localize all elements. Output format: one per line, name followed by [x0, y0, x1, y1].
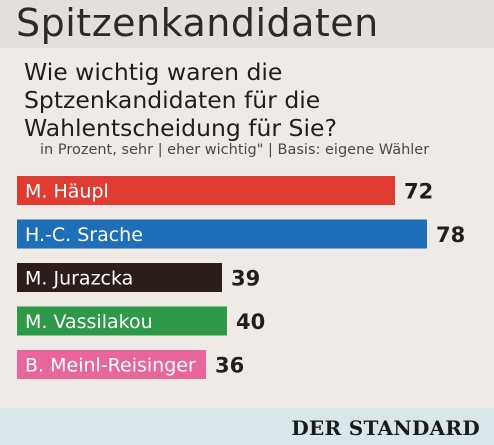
chart-note: in Prozent, sehr | eher wichtig" | Basis…: [40, 142, 430, 158]
bar-value-3: 40: [236, 310, 265, 334]
bar-4: [17, 350, 206, 379]
footer-band: [0, 408, 494, 445]
chart-title: Spitzenkandidaten: [16, 1, 379, 45]
bar-0: [17, 176, 395, 205]
header-band: [0, 0, 494, 48]
bar-value-2: 39: [231, 267, 260, 291]
bar-label-0: M. Häupl: [25, 181, 109, 203]
publisher-logo: DER STANDARD: [291, 416, 480, 440]
bar-value-4: 36: [215, 354, 244, 378]
bar-3: [17, 306, 227, 336]
bar-chart: M. Häupl 72 H.-C. Srache 78 M. Jurazcka 39 M. …: [17, 176, 465, 379]
bar-label-3: M. Vassilakou: [25, 311, 153, 333]
chart-subtitle: Wie wichtig waren die Sptzenkandidaten f…: [24, 58, 337, 142]
bar-label-4: B. Meinl-Reisinger: [25, 355, 196, 377]
bar-2: [17, 263, 222, 292]
bar-value-0: 72: [404, 180, 433, 204]
bar-label-1: H.-C. Srache: [25, 224, 143, 246]
bar-value-1: 78: [436, 223, 465, 247]
bar-label-2: M. Jurazcka: [25, 268, 133, 290]
bar-1: [17, 219, 427, 249]
